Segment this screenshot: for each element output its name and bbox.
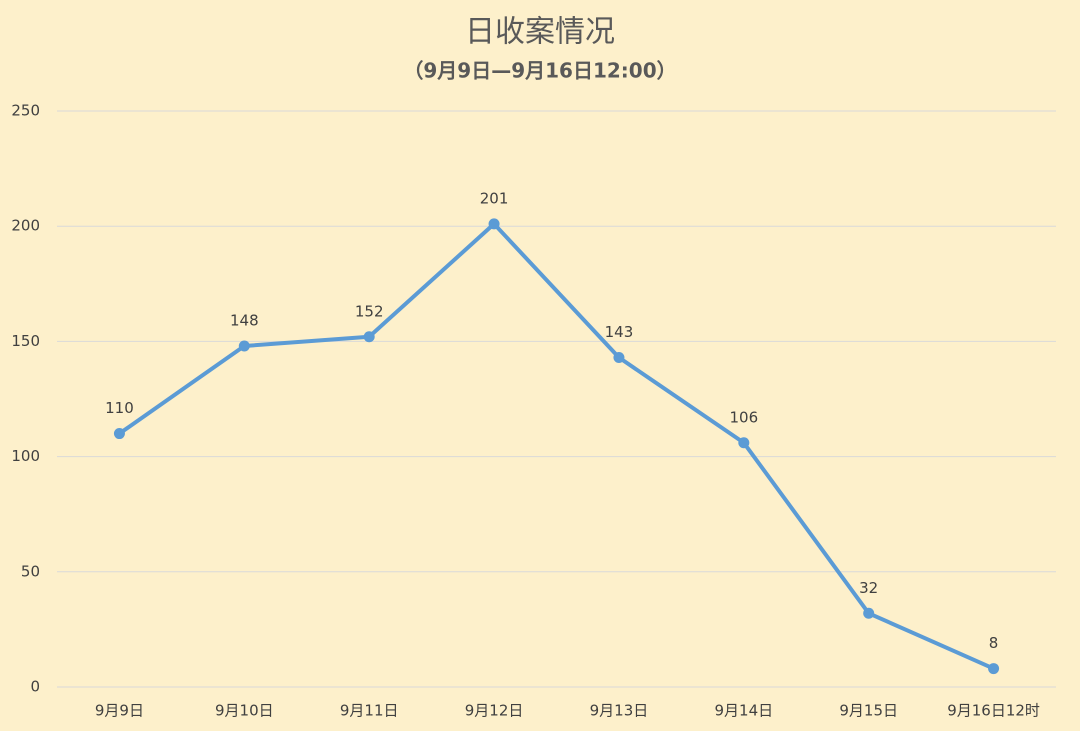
y-tick-label: 100 bbox=[11, 447, 40, 465]
x-tick-label: 9月13日 bbox=[590, 702, 649, 720]
x-tick-label: 9月14日 bbox=[714, 702, 773, 720]
data-point bbox=[238, 340, 250, 352]
data-label: 106 bbox=[729, 408, 758, 426]
data-label: 152 bbox=[355, 302, 384, 320]
data-point bbox=[363, 331, 375, 343]
chart-subtitle: （9月9日—9月16日12:00） bbox=[403, 59, 676, 83]
x-tick-label: 9月10日 bbox=[215, 702, 274, 720]
x-tick-label: 9月15日 bbox=[839, 702, 898, 720]
data-point bbox=[613, 352, 625, 364]
y-tick-label: 200 bbox=[11, 217, 40, 235]
y-tick-label: 250 bbox=[11, 102, 40, 120]
data-point bbox=[488, 218, 500, 230]
data-line bbox=[118, 221, 995, 671]
x-tick-label: 9月11日 bbox=[340, 702, 399, 720]
x-tick-label: 9月16日12时 bbox=[947, 702, 1040, 720]
data-label: 110 bbox=[105, 399, 134, 417]
data-point bbox=[988, 663, 1000, 675]
data-point bbox=[738, 437, 750, 449]
data-label: 8 bbox=[989, 634, 999, 652]
data-label: 143 bbox=[605, 323, 634, 341]
data-label: 201 bbox=[480, 189, 509, 207]
y-tick-label: 50 bbox=[21, 562, 40, 580]
x-tick-label: 9月12日 bbox=[465, 702, 524, 720]
chart-title: 日收案情况 bbox=[465, 15, 615, 50]
x-tick-label: 9月9日 bbox=[95, 702, 144, 720]
data-point bbox=[113, 428, 125, 440]
data-point bbox=[863, 607, 875, 619]
y-tick-label: 0 bbox=[30, 678, 40, 696]
data-label: 32 bbox=[859, 579, 878, 597]
y-tick-label: 150 bbox=[11, 332, 40, 350]
data-label: 148 bbox=[230, 312, 259, 330]
